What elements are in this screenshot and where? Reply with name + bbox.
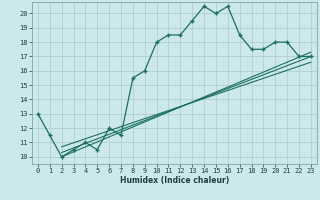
- X-axis label: Humidex (Indice chaleur): Humidex (Indice chaleur): [120, 176, 229, 185]
